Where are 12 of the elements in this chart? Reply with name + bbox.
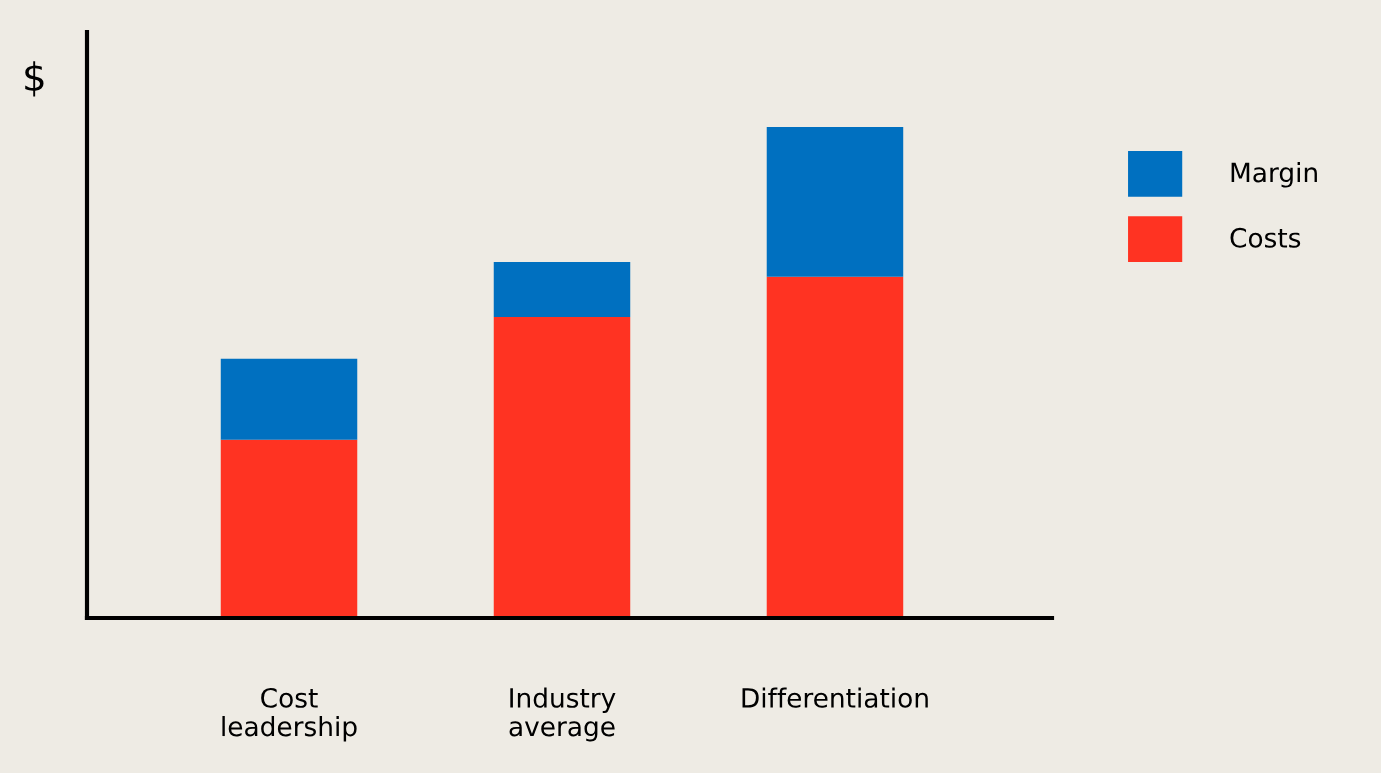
bar bbox=[766, 127, 904, 277]
bar bbox=[766, 276, 904, 618]
bar bbox=[220, 358, 358, 440]
y-axis-title: $ bbox=[25, 61, 44, 97]
bar bbox=[493, 317, 631, 618]
x-tick-label: Cost leadership bbox=[222, 687, 357, 742]
bar bbox=[220, 439, 358, 618]
legend-label: Margin bbox=[1231, 162, 1317, 188]
bar bbox=[493, 262, 631, 318]
x-tick-label: Differentiation bbox=[742, 687, 928, 708]
legend-label: Costs bbox=[1230, 227, 1301, 248]
x-tick-label: Industry average bbox=[509, 687, 616, 742]
